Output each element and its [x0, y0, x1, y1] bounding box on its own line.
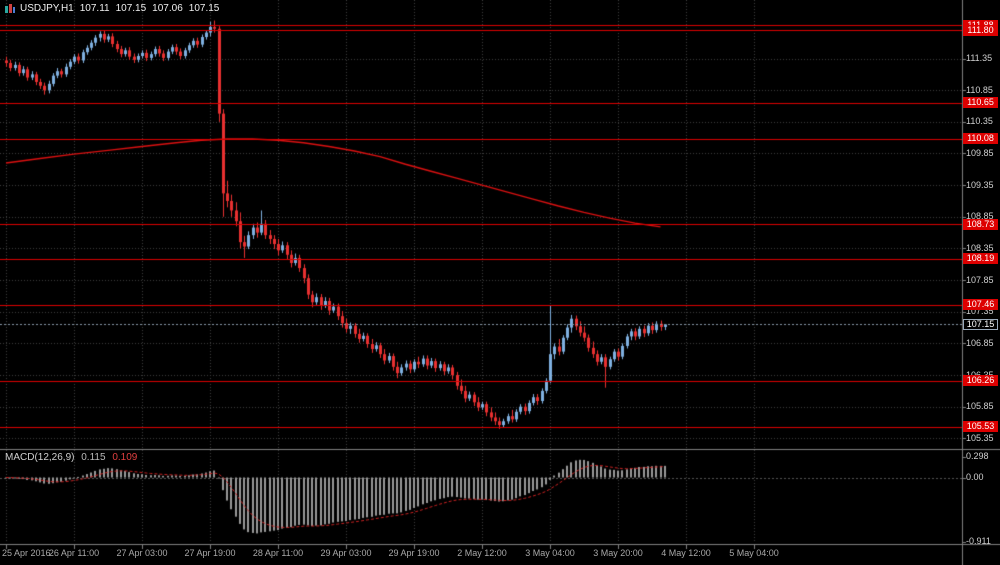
level-price-badge: 111.80: [963, 24, 998, 36]
level-price-badge: 108.73: [963, 218, 998, 230]
time-axis-label: 27 Apr 19:00: [184, 548, 236, 558]
high-value: 107.15: [115, 3, 147, 14]
time-axis-label: 29 Apr 19:00: [388, 548, 440, 558]
macd-axis-label: 0.00: [966, 472, 984, 482]
level-price-badge: 110.08: [963, 133, 998, 145]
time-axis-label: 27 Apr 03:00: [116, 548, 168, 558]
price-axis-label: 110.85: [966, 84, 993, 95]
price-axis-label: 107.35: [966, 306, 994, 317]
price-axis-label: 110.35: [966, 116, 993, 127]
open-value: 107.11: [79, 3, 110, 14]
level-price-badge: 106.26: [963, 375, 998, 387]
price-axis-label: 108.85: [966, 211, 994, 222]
current-price-badge: 107.15: [963, 318, 998, 330]
chart-window-icon: [5, 3, 15, 13]
macd-axis-label: -0.911: [966, 536, 991, 547]
macd-name: MACD(12,26,9): [5, 452, 75, 463]
level-price-badge: 107.46: [963, 299, 998, 311]
time-axis-label: 3 May 04:00: [525, 548, 575, 558]
price-axis-label: 108.35: [966, 242, 994, 253]
price-axis-label: 109.85: [966, 147, 994, 158]
price-axis-label: 106.85: [966, 337, 994, 348]
time-axis-label: 25 Apr 2016: [2, 548, 51, 558]
time-axis[interactable]: 25 Apr 2016 26 Apr 11:00 27 Apr 03:00 27 Ap…: [0, 545, 962, 565]
time-axis-label: 26 Apr 11:00: [48, 548, 100, 558]
time-axis-label: 2 May 12:00: [457, 548, 507, 558]
macd-axis-label: 0.298: [966, 451, 989, 462]
macd-value: 0.115: [81, 452, 106, 463]
level-price-badge: 110.65: [963, 97, 998, 109]
price-axis-label: 105.85: [966, 401, 994, 412]
price-axis-label: 111.35: [966, 53, 993, 64]
time-axis-label: 3 May 20:00: [593, 548, 643, 558]
time-axis-label: 29 Apr 03:00: [320, 548, 372, 558]
low-value: 107.06: [152, 3, 183, 14]
price-axis-label: 109.35: [966, 179, 994, 190]
level-price-badge: 108.19: [963, 253, 998, 265]
price-axis[interactable]: 111.35 110.85 110.35 109.85 109.35 108.85 108.…: [962, 0, 1000, 565]
time-axis-label: 4 May 12:00: [661, 548, 711, 558]
symbol-name: USDJPY,H1: [20, 3, 74, 14]
macd-signal-value: 0.109: [112, 452, 138, 463]
level-price-badge: 105.53: [963, 421, 998, 433]
close-value: 107.15: [188, 3, 220, 14]
price-axis-label: 106.35: [966, 370, 994, 380]
macd-pane-label: MACD(12,26,9) 0.115 0.109: [5, 452, 137, 463]
time-axis-label: 28 Apr 11:00: [252, 548, 304, 558]
time-axis-label: 5 May 04:00: [729, 548, 779, 558]
price-axis-label: 107.85: [966, 274, 994, 285]
price-axis-label: 105.35: [966, 432, 994, 443]
symbol-title: USDJPY,H1 107.11 107.15 107.06 107.15: [5, 3, 220, 14]
macd-axis[interactable]: 0.298 0.00 -0.911: [962, 0, 1000, 565]
